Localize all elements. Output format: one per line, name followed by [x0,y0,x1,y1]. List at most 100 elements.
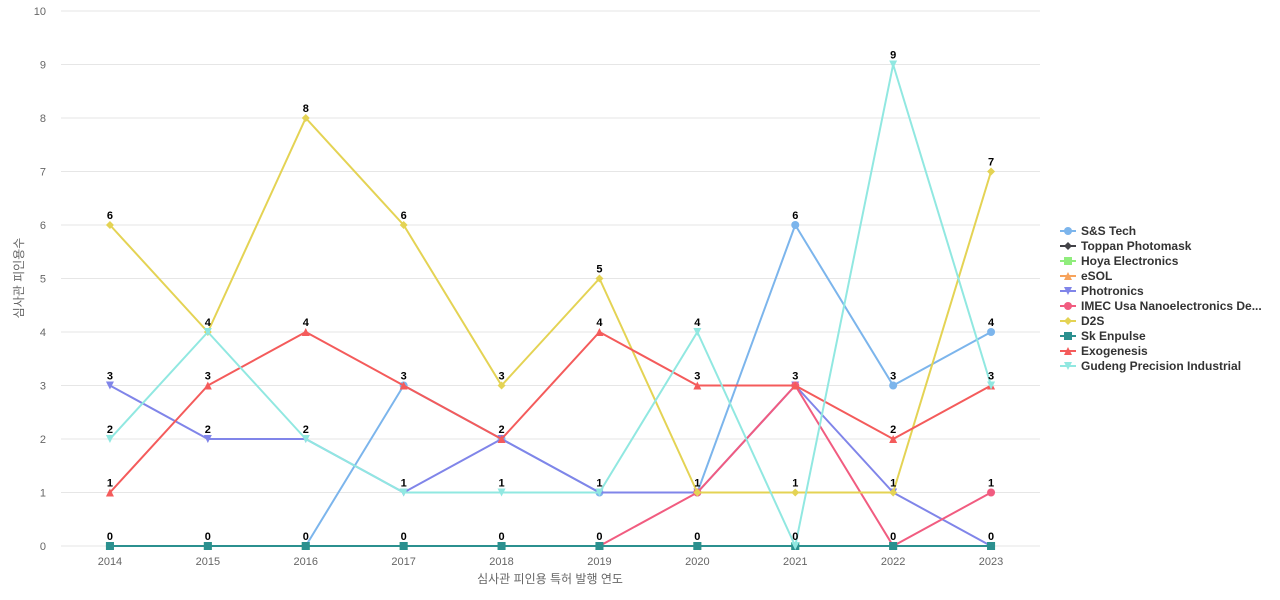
data-label-2019-5: 5 [596,264,602,276]
legend-marker-0[interactable] [1064,227,1072,235]
series-line-9[interactable] [109,63,993,547]
series-8-point-2016[interactable] [301,328,310,336]
series-9-point-2015[interactable] [203,328,212,336]
series-0-point-2023[interactable] [987,328,996,336]
data-label-2016-0: 0 [303,531,309,543]
series-9-point-2018[interactable] [497,488,506,497]
data-label-2021-1: 1 [792,478,798,490]
series-7-point-2019[interactable] [595,542,604,550]
series-6 [105,114,996,497]
legend-item-7[interactable]: Sk Enpulse [1060,329,1146,343]
series-line-4[interactable] [109,384,992,547]
legend-marker-7[interactable] [1064,332,1072,340]
series-7-point-2022[interactable] [889,542,898,550]
legend-item-9[interactable]: Gudeng Precision Industrial [1060,359,1241,373]
series-6-point-2021[interactable] [791,488,800,497]
data-label-2018-1: 1 [498,478,504,490]
series-6-point-2020[interactable] [693,488,702,497]
data-label-2022-9: 9 [890,50,896,62]
series-7-point-2020[interactable] [693,542,702,550]
legend-item-2[interactable]: Hoya Electronics [1060,254,1179,268]
series-4-point-2015[interactable] [203,435,212,443]
series-line-6[interactable] [109,117,993,494]
series-7 [105,542,996,550]
data-label-2018-3: 3 [498,371,504,383]
legend-item-6[interactable]: D2S [1060,314,1104,328]
series-9-point-2017[interactable] [399,488,408,497]
series-5-point-2023[interactable] [987,488,996,497]
legend-marker-3[interactable] [1064,272,1072,280]
series-9-point-2014[interactable] [105,435,114,443]
legend-marker-1[interactable] [1064,242,1072,250]
legend-label-1: Toppan Photomask [1081,239,1192,253]
series-8-point-2019[interactable] [595,328,604,336]
series-9-point-2020[interactable] [693,328,702,336]
data-label-2017-3: 3 [401,371,407,383]
series-9-point-2016[interactable] [301,435,310,443]
series-6-point-2018[interactable] [497,381,506,390]
series-6-point-2017[interactable] [399,221,408,229]
data-label-2014-1: 1 [107,478,113,490]
legend-item-1[interactable]: Toppan Photomask [1060,239,1192,253]
legend-item-5[interactable]: IMEC Usa Nanoelectronics De... [1060,299,1262,313]
series-8-point-2017[interactable] [399,381,408,390]
data-label-2016-2: 2 [303,424,309,436]
series-0-point-2021[interactable] [791,221,800,229]
legend-marker-8[interactable] [1064,347,1072,355]
series-lines [105,60,996,550]
legend-label-3: eSOL [1081,269,1112,283]
series-8-point-2020[interactable] [693,381,702,390]
series-8-point-2014[interactable] [105,488,114,497]
y-tick-label-2: 2 [40,434,46,446]
y-axis-ticks: 0 1 2 3 4 5 6 7 8 9 10 [34,6,46,553]
legend-item-0[interactable]: S&S Tech [1060,224,1136,238]
data-label-2020-3: 3 [694,371,700,383]
series-7-point-2017[interactable] [399,542,408,550]
data-label-2015-0: 0 [205,531,211,543]
data-label-2017-1: 1 [401,478,407,490]
legend-item-8[interactable]: Exogenesis [1060,344,1148,358]
y-tick-label-1: 1 [40,488,46,500]
series-line-8[interactable] [109,331,992,494]
data-label-2023-7: 7 [988,157,994,169]
legend-item-4[interactable]: Photronics [1060,284,1144,298]
legend-marker-2[interactable] [1064,257,1072,265]
y-tick-label-4: 4 [40,327,46,339]
series-7-point-2015[interactable] [203,542,212,550]
series-8-point-2018[interactable] [497,435,506,443]
series-4-point-2014[interactable] [105,381,114,390]
series-7-point-2023[interactable] [987,542,996,550]
series-6-point-2014[interactable] [105,221,114,229]
x-axis-title: 심사관 피인용 특허 발행 연도 [477,571,623,586]
data-label-2020-1: 1 [694,478,700,490]
series-6-point-2019[interactable] [595,274,604,283]
legend-marker-4[interactable] [1064,287,1072,295]
x-tick-label-2021: 2021 [783,556,807,568]
series-9-point-2022[interactable] [889,60,898,69]
series-9-point-2023[interactable] [987,381,996,390]
series-9-point-2021[interactable] [791,542,800,550]
legend-marker-6[interactable] [1064,317,1072,325]
series-9-point-2019[interactable] [595,488,604,497]
series-6-point-2016[interactable] [301,114,310,122]
series-7-point-2018[interactable] [497,542,506,550]
series-8-point-2021[interactable] [791,381,800,390]
data-label-2022-3: 3 [890,371,896,383]
series-0-point-2022[interactable] [889,381,898,390]
series-7-point-2016[interactable] [301,542,310,550]
data-label-2014-0: 0 [107,531,113,543]
legend-marker-9[interactable] [1064,362,1072,370]
series-6-point-2023[interactable] [987,167,996,176]
data-label-2016-8: 8 [303,103,309,115]
series-7-point-2014[interactable] [105,542,114,550]
series-4 [105,381,996,550]
legend-item-3[interactable]: eSOL [1060,269,1112,283]
series-6-point-2022[interactable] [889,488,898,497]
legend-marker-5[interactable] [1064,302,1072,310]
data-label-2022-2: 2 [890,424,896,436]
series-8-point-2022[interactable] [889,435,898,443]
series-8-point-2015[interactable] [203,381,212,390]
y-tick-label-8: 8 [40,113,46,125]
